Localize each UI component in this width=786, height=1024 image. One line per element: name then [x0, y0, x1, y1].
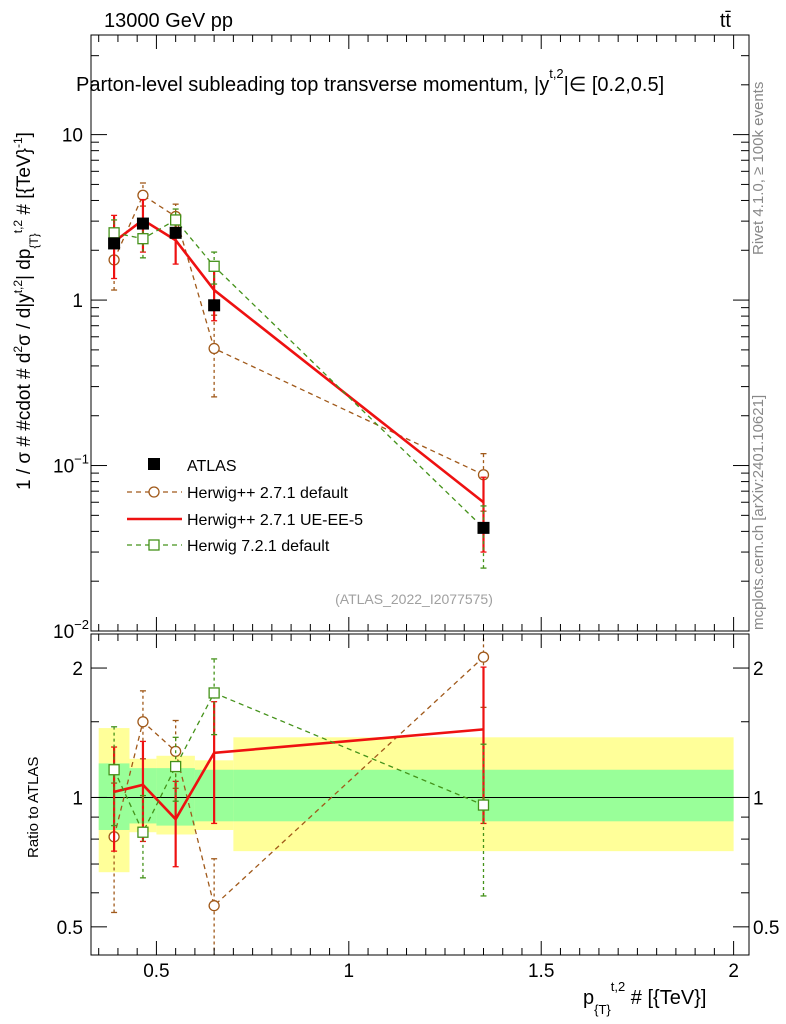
xtick-label: 2 — [728, 961, 739, 982]
herwig-7-2-1-default-ratio-line — [113, 692, 484, 834]
upper-model-curves — [108, 182, 490, 569]
herwig-7-2-1-default-marker — [108, 227, 120, 239]
lower-ytick-label-right: 0.5 — [753, 918, 779, 939]
upper-ytick-label: 1 — [72, 291, 83, 312]
legend-atlas-marker — [148, 458, 160, 470]
lower-ytick-label-right: 2 — [753, 659, 764, 680]
lower-ytick-label-right: 1 — [753, 788, 764, 809]
process-label: tt̄ — [720, 10, 732, 32]
atlas-data-point — [169, 226, 182, 239]
atlas-data-point — [108, 237, 121, 250]
ratio-model-curves — [108, 634, 490, 955]
herwig-7-2-1-default-marker — [137, 233, 149, 245]
uncertainty-bands — [98, 728, 734, 873]
lower-panel-frame — [90, 633, 750, 956]
rivet-version-label: Rivet 4.1.0, ≥ 100k events — [750, 82, 767, 255]
source-label: mcplots.cern.ch [arXiv:2401.10621] — [750, 395, 767, 630]
herwig-2-7-1-default-marker — [208, 342, 220, 355]
herwig-7-2-1-default-marker — [208, 260, 220, 272]
herwig-2-7-1-default-ratio-marker — [137, 716, 149, 728]
atlas-data-point — [208, 299, 221, 312]
atlas-data-point — [477, 521, 490, 534]
upper-panel-frame — [90, 34, 750, 632]
lower-ytick-label: 1 — [72, 788, 83, 809]
chart-title: Parton-level subleading top transverse m… — [76, 66, 664, 96]
herwig-7-2-1-default-line — [113, 219, 484, 529]
legend-herwig7-default-marker — [148, 539, 160, 551]
herwig-7-2-1-default-ratio-marker — [208, 687, 220, 699]
upper-y-axis-label: 1 / σ # #cdot # d2σ / d|yt,2| dp{T}t,2 #… — [11, 132, 41, 490]
herwig-2-7-1-ue-ee-5-line — [113, 218, 485, 504]
energy-label: 13000 GeV pp — [104, 10, 233, 32]
lower-y-axis-label: Ratio to ATLAS — [25, 757, 42, 858]
analysis-watermark: (ATLAS_2022_I2077575) — [335, 591, 493, 607]
xtick-label: 0.5 — [143, 961, 169, 982]
x-axis-label: p{T}t,2 # [{TeV}] — [583, 979, 706, 1017]
herwig-2-7-1-default-ratio-marker — [208, 900, 220, 912]
xtick-label: 1 — [344, 961, 355, 982]
lower-axes: 0.5 0.5 1 1 2 2 0.5 1 1.5 2 — [57, 634, 779, 982]
upper-ytick-label: 10 — [62, 126, 83, 147]
upper-ytick-label: 10−2 — [53, 617, 89, 643]
herwig-7-2-1-default-ratio-marker — [477, 799, 490, 811]
herwig-7-2-1-default-ratio-marker — [137, 826, 149, 838]
herwig-7-2-1-default-ratio-marker — [170, 760, 182, 773]
upper-ytick-label: 10−1 — [53, 452, 89, 478]
herwig-2-7-1-default-ratio-marker — [477, 651, 490, 663]
herwig-7-2-1-default-ratio-marker — [108, 764, 120, 776]
lower-ytick-label: 0.5 — [57, 918, 83, 939]
legend-herwigpp-default-label: Herwig++ 2.7.1 default — [187, 485, 349, 502]
atlas-data-point — [136, 217, 149, 230]
xtick-label: 1.5 — [528, 961, 554, 982]
upper-axes: 10−2 10−1 1 10 — [53, 35, 749, 643]
herwig-7-2-1-default-marker — [170, 214, 182, 226]
legend-herwig7-default-label: Herwig 7.2.1 default — [187, 538, 330, 555]
legend-herwigpp-default-marker — [148, 486, 160, 498]
lower-ytick-label: 2 — [72, 659, 83, 680]
herwig-2-7-1-default-marker — [137, 189, 149, 201]
legend-atlas-label: ATLAS — [187, 458, 237, 475]
upper-data-points — [108, 217, 490, 534]
legend: ATLAS Herwig++ 2.7.1 default Herwig++ 2.… — [127, 458, 363, 555]
legend-herwigpp-ueee5-label: Herwig++ 2.7.1 UE-EE-5 — [187, 512, 363, 529]
